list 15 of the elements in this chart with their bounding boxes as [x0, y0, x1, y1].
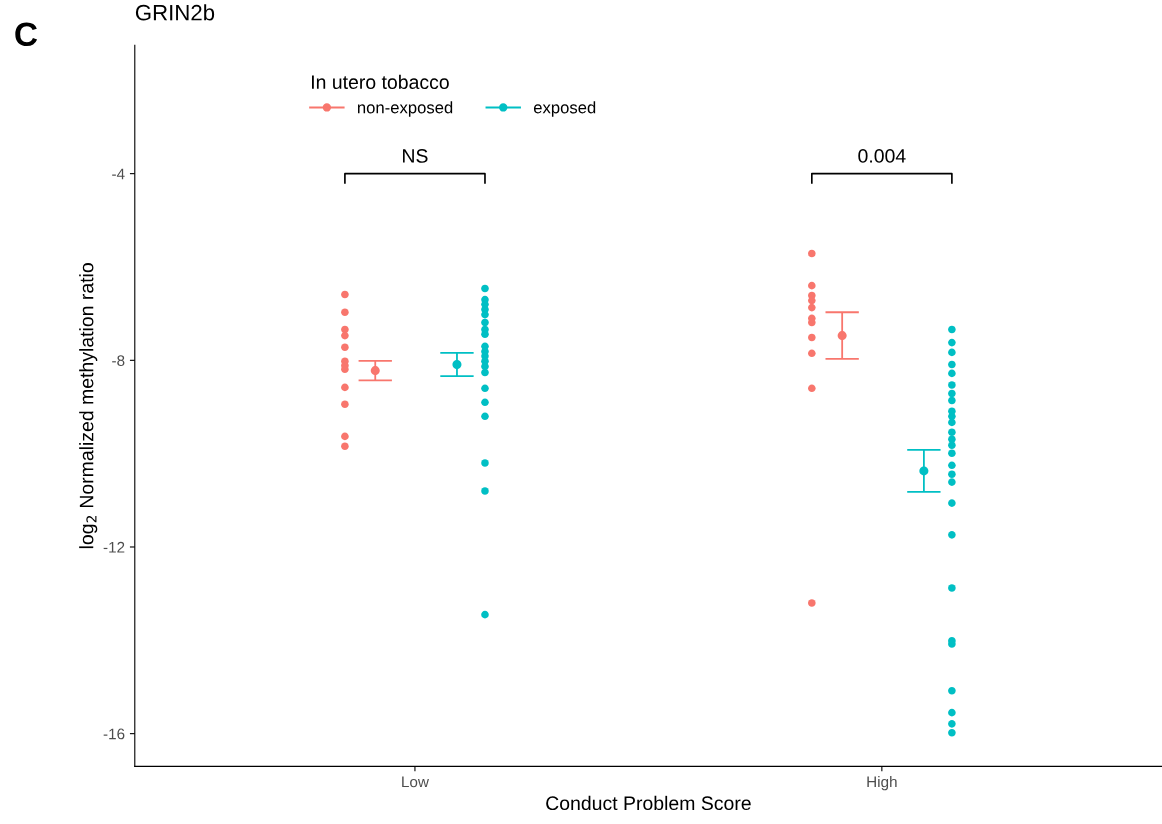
chart-title: GRIN2b [135, 4, 215, 21]
x-tick-label: High [867, 776, 897, 791]
y-tick-label: -8 [112, 355, 125, 367]
annotation: NS [403, 149, 428, 163]
annotation: 0.004 [858, 149, 906, 163]
y-tick-label: -4 [112, 168, 125, 180]
legend-label: non-exposed [357, 101, 453, 117]
legend-title: In utero tobacco [312, 74, 449, 90]
text: C [15, 22, 38, 47]
legend-label: exposed [533, 101, 596, 117]
x-tick-label: Low [402, 776, 429, 788]
y-tick-label: -16 [103, 728, 125, 740]
y-tick-label: -12 [103, 541, 125, 553]
y-axis-title: log$_{2}$ Normalized methylation ratio [79, 263, 98, 549]
x-axis-title: Conduct Problem Score [546, 795, 751, 811]
